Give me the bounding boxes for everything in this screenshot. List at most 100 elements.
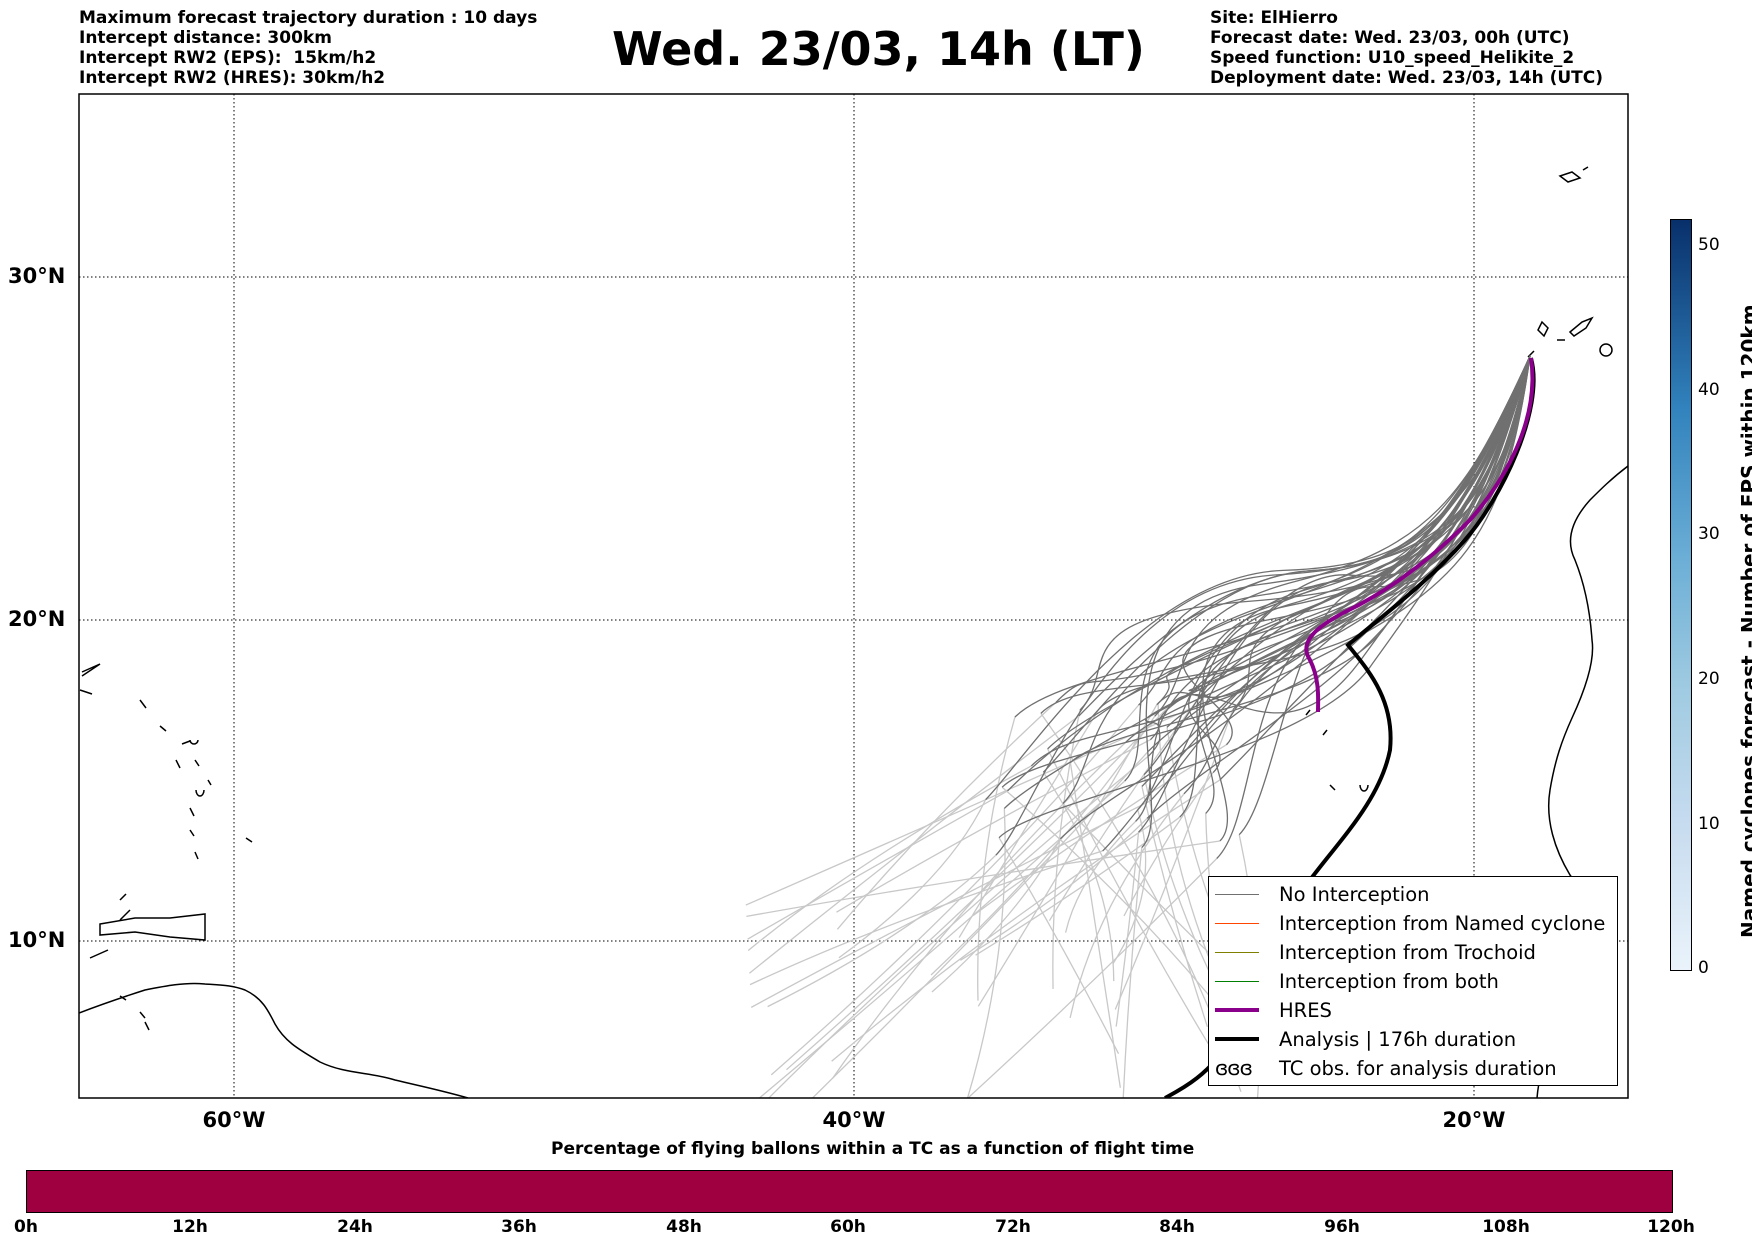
legend-swatch-no-interception — [1215, 893, 1259, 895]
legend-label: No Interception — [1279, 882, 1430, 906]
legend-item-analysis: Analysis | 176h duration — [1215, 1027, 1516, 1051]
lon-label-40w: 40°W — [822, 1108, 886, 1132]
ensemble-trajectory-late — [836, 739, 1151, 913]
trajectories-no-interception — [985, 355, 1531, 859]
colorbar-tick-30: 30 — [1698, 524, 1720, 544]
legend-label: Interception from both — [1279, 969, 1499, 993]
cyclone-symbol-icon: ɞɞɞ — [1215, 1056, 1253, 1080]
ensemble-trajectory — [1166, 355, 1531, 728]
legend-label: HRES — [1279, 998, 1332, 1022]
ensemble-trajectory-late — [749, 715, 1080, 974]
ensemble-trajectory — [1156, 355, 1531, 706]
ensemble-trajectory — [1154, 355, 1531, 717]
flight-time-tick-120h: 120h — [1647, 1217, 1695, 1237]
flight-time-tick-12h: 12h — [172, 1217, 208, 1237]
ensemble-trajectory — [1138, 355, 1531, 706]
ensemble-trajectory — [1003, 355, 1531, 809]
ensemble-trajectory — [1188, 355, 1531, 774]
ensemble-trajectory — [1007, 355, 1531, 792]
max-duration-text: Maximum forecast trajectory duration : 1… — [79, 8, 538, 28]
intercept-distance-text: Intercept distance: 300km — [79, 28, 332, 48]
flight-time-tick-36h: 36h — [501, 1217, 537, 1237]
lat-label-30n: 30°N — [8, 264, 66, 288]
legend-label: TC obs. for analysis duration — [1279, 1056, 1557, 1080]
ensemble-trajectory-late — [1123, 772, 1214, 917]
colorbar-tick-40: 40 — [1698, 380, 1720, 400]
flight-time-colorbar — [26, 1170, 1673, 1213]
ensemble-trajectory-late — [1069, 762, 1121, 1088]
ensemble-trajectory — [1188, 355, 1531, 707]
flight-time-tick-108h: 108h — [1482, 1217, 1530, 1237]
ensemble-trajectory-late — [975, 816, 1181, 956]
flight-time-colorbar-title: Percentage of flying ballons within a TC… — [551, 1139, 1195, 1159]
ensemble-trajectory-late — [1064, 820, 1137, 933]
flight-time-tick-84h: 84h — [1159, 1217, 1195, 1237]
ensemble-trajectory — [995, 355, 1531, 856]
ensemble-trajectory-late — [998, 837, 1120, 1054]
ensemble-trajectory — [1201, 355, 1531, 842]
ensemble-trajectory-late — [958, 708, 1101, 938]
ensemble-trajectory-late — [1112, 809, 1147, 965]
ensemble-trajectory-late — [1052, 709, 1081, 989]
ensemble-trajectory — [1125, 355, 1531, 743]
ensemble-trajectory — [1179, 355, 1531, 818]
flight-time-tick-96h: 96h — [1324, 1217, 1360, 1237]
colorbar-tick-20: 20 — [1698, 669, 1720, 689]
ensemble-trajectory — [1102, 355, 1531, 852]
ensemble-trajectory-late — [977, 704, 1158, 1007]
site-text: Site: ElHierro — [1210, 8, 1338, 28]
trajectories-no-interception-late — [745, 699, 1261, 1098]
deployment-date-text: Deployment date: Wed. 23/03, 14h (UTC) — [1210, 68, 1604, 88]
ensemble-trajectory-late — [832, 741, 1127, 1079]
page-title: Wed. 23/03, 14h (LT) — [612, 22, 1145, 76]
flight-time-tick-60h: 60h — [830, 1217, 866, 1237]
lon-label-20w: 20°W — [1442, 1108, 1506, 1132]
ensemble-trajectory — [985, 355, 1531, 801]
flight-time-tick-0h: 0h — [14, 1217, 38, 1237]
legend-swatch-both — [1215, 980, 1259, 982]
ensemble-trajectory-late — [960, 817, 1148, 961]
ensemble-trajectory-late — [1141, 786, 1209, 1027]
ensemble-trajectory-late — [831, 779, 1221, 1062]
legend-swatch-analysis — [1215, 1037, 1259, 1041]
legend-item-hres: HRES — [1215, 998, 1332, 1022]
legend-label: Analysis | 176h duration — [1279, 1027, 1517, 1051]
flight-time-tick-48h: 48h — [666, 1217, 702, 1237]
legend-item-trochoid: Interception from Trochoid — [1215, 940, 1536, 964]
legend-swatch-named-cyclone — [1215, 922, 1259, 924]
ensemble-trajectory — [1146, 355, 1531, 819]
intercept-hres-text: Intercept RW2 (HRES): 30km/h2 — [79, 68, 386, 88]
legend-item-both: Interception from both — [1215, 969, 1499, 993]
legend-item-tc-obs: ɞɞɞ TC obs. for analysis duration — [1215, 1056, 1557, 1080]
legend-item-no-interception: No Interception — [1215, 882, 1430, 906]
ensemble-trajectory-late — [749, 850, 1103, 986]
ensemble-trajectory-late — [750, 800, 1151, 1008]
forecast-date-text: Forecast date: Wed. 23/03, 00h (UTC) — [1210, 28, 1570, 48]
ensemble-trajectory — [1149, 355, 1531, 802]
ensemble-trajectory-late — [1115, 832, 1140, 1027]
ensemble-trajectory — [998, 355, 1531, 839]
ensemble-trajectory — [1182, 355, 1531, 746]
ensemble-trajectory — [1078, 355, 1531, 717]
lat-label-20n: 20°N — [8, 607, 66, 631]
flight-time-tick-24h: 24h — [337, 1217, 373, 1237]
legend-item-named-cyclone: Interception from Named cyclone — [1215, 911, 1605, 935]
speed-function-text: Speed function: U10_speed_Helikite_2 — [1210, 48, 1575, 68]
lat-label-10n: 10°N — [8, 928, 66, 952]
ensemble-trajectory-late — [931, 838, 1061, 993]
ensemble-trajectory — [1145, 355, 1531, 741]
ensemble-trajectory — [1219, 355, 1531, 781]
ensemble-trajectory — [1030, 355, 1531, 767]
hres-trajectory — [1304, 357, 1535, 713]
ensemble-trajectory-late — [770, 704, 1140, 1076]
ensemble-trajectory-late — [977, 716, 1016, 1001]
ensemble-trajectory — [1014, 355, 1531, 718]
eps-count-colorbar — [1670, 219, 1692, 971]
legend-label: Interception from Trochoid — [1279, 940, 1536, 964]
ensemble-trajectory — [1059, 355, 1531, 840]
ensemble-trajectory-late — [836, 701, 1057, 930]
map-legend: No Interception Interception from Named … — [1208, 876, 1618, 1086]
ensemble-trajectory-late — [1042, 771, 1115, 982]
colorbar-tick-0: 0 — [1698, 958, 1709, 978]
